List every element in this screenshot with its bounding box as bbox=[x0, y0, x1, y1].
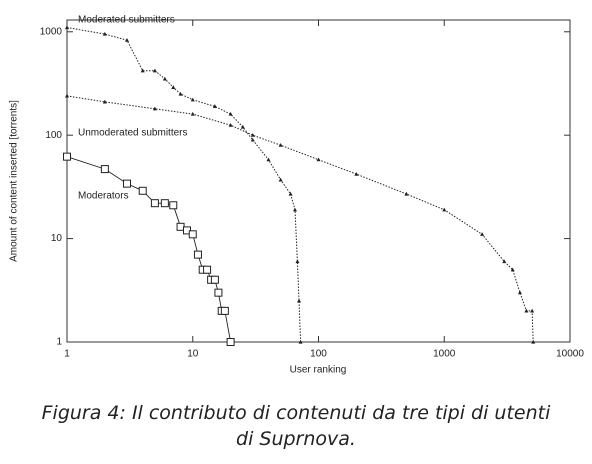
x-tick-label: 1 bbox=[64, 349, 70, 360]
point bbox=[210, 275, 219, 284]
point bbox=[220, 306, 229, 315]
series-line bbox=[66, 156, 232, 343]
point bbox=[190, 97, 195, 102]
point bbox=[162, 76, 167, 81]
point bbox=[212, 104, 217, 108]
point bbox=[524, 308, 529, 313]
point bbox=[266, 157, 271, 162]
point bbox=[278, 143, 283, 147]
point bbox=[297, 298, 302, 303]
x-axis-label: User ranking bbox=[290, 365, 347, 376]
x-tick-label: 100 bbox=[310, 349, 327, 360]
point bbox=[404, 191, 409, 196]
caption-line: Figura 4: Il contributo di contenuti da … bbox=[41, 402, 551, 424]
point bbox=[178, 91, 183, 96]
x-tick-label: 1000 bbox=[433, 349, 456, 360]
series-label: Moderators bbox=[78, 191, 129, 202]
point bbox=[480, 232, 485, 236]
point bbox=[102, 31, 107, 36]
x-tick-label: 10000 bbox=[556, 349, 584, 360]
point bbox=[517, 290, 522, 295]
y-tick-label: 1 bbox=[56, 337, 62, 348]
point bbox=[152, 106, 157, 111]
point bbox=[190, 111, 195, 116]
point bbox=[169, 201, 178, 210]
caption-line: di Suprnova. bbox=[236, 428, 356, 450]
point bbox=[316, 157, 321, 162]
y-axis-label: Amount of content inserted [torrents] bbox=[9, 100, 20, 262]
series-label: Moderated submitters bbox=[78, 15, 175, 26]
point bbox=[193, 250, 202, 259]
series-line bbox=[66, 95, 534, 343]
point bbox=[250, 132, 255, 137]
point bbox=[250, 137, 255, 142]
point bbox=[203, 265, 212, 274]
point bbox=[228, 111, 233, 116]
y-tick-label: 10 bbox=[51, 233, 63, 244]
point bbox=[442, 207, 447, 212]
point bbox=[152, 68, 157, 73]
point bbox=[531, 339, 536, 344]
point bbox=[278, 177, 283, 182]
point bbox=[228, 122, 233, 127]
point bbox=[354, 171, 359, 176]
point bbox=[122, 179, 131, 188]
point bbox=[510, 267, 515, 272]
point bbox=[292, 207, 297, 212]
point bbox=[63, 152, 71, 161]
series-label: Unmoderated submitters bbox=[78, 128, 188, 139]
point bbox=[295, 259, 300, 264]
point bbox=[65, 25, 69, 30]
x-tick-label: 10 bbox=[187, 349, 199, 360]
point bbox=[214, 288, 223, 297]
point bbox=[100, 165, 109, 174]
point bbox=[150, 199, 159, 208]
point bbox=[171, 85, 176, 89]
y-tick-label: 100 bbox=[45, 130, 62, 141]
point bbox=[188, 230, 197, 239]
point bbox=[65, 93, 69, 98]
point bbox=[530, 308, 535, 313]
point bbox=[160, 199, 169, 208]
point bbox=[124, 37, 129, 42]
series-line bbox=[66, 27, 302, 343]
point bbox=[102, 99, 107, 104]
point bbox=[240, 124, 245, 129]
plot-frame bbox=[66, 19, 571, 343]
point bbox=[140, 68, 145, 73]
point bbox=[298, 339, 303, 344]
point bbox=[226, 338, 235, 346]
chart: User ranking Amount of content inserted … bbox=[9, 15, 585, 376]
point bbox=[138, 186, 147, 195]
y-tick-label: 1000 bbox=[40, 26, 63, 37]
point bbox=[502, 259, 507, 264]
point bbox=[288, 191, 293, 196]
